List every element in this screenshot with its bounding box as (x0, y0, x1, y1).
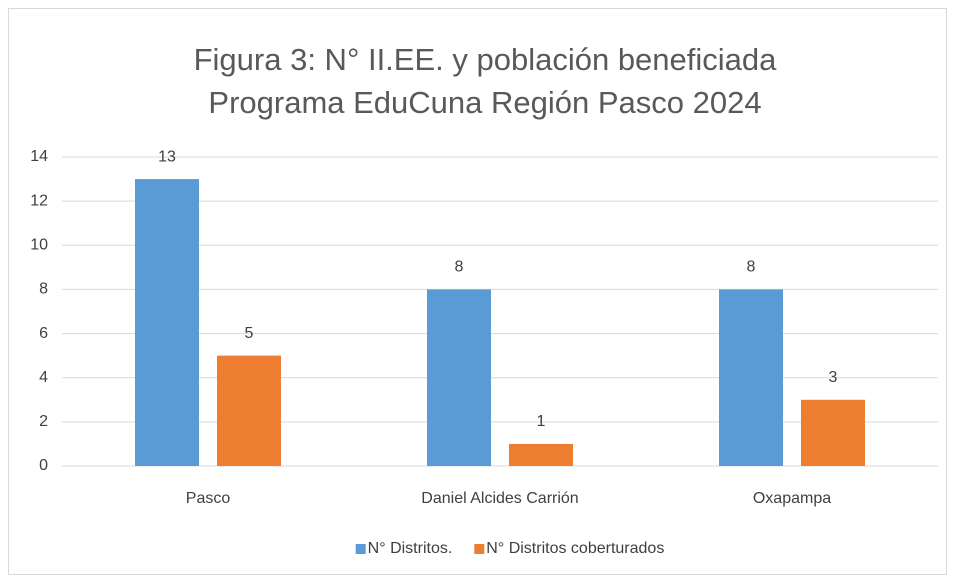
bar (719, 289, 783, 466)
data-label: 1 (537, 413, 546, 430)
x-tick-label: Oxapampa (753, 490, 831, 507)
bar (135, 179, 199, 467)
legend-swatch (355, 544, 366, 554)
data-label: 8 (747, 259, 756, 276)
bar (509, 443, 573, 466)
bar (427, 289, 491, 466)
bar (801, 399, 865, 466)
y-tick-label: 12 (30, 192, 48, 209)
legend-label: N° Distritos. (368, 540, 453, 557)
data-label: 13 (158, 148, 176, 165)
x-tick-label: Daniel Alcides Carrión (421, 490, 578, 507)
y-tick-label: 8 (39, 281, 48, 298)
x-tick-label: Pasco (186, 490, 231, 507)
data-label: 8 (455, 259, 464, 276)
data-label: 5 (245, 325, 254, 342)
y-tick-label: 10 (30, 237, 48, 254)
y-tick-label: 0 (39, 457, 48, 474)
chart-title: Figura 3: N° II.EE. y población benefici… (194, 42, 778, 77)
data-label: 3 (829, 369, 838, 386)
chart-title: Programa EduCuna Región Pasco 2024 (208, 85, 761, 120)
y-tick-label: 14 (30, 148, 48, 165)
y-tick-label: 4 (39, 369, 48, 386)
y-tick-label: 2 (39, 413, 48, 430)
bar (217, 355, 281, 466)
y-tick-label: 6 (39, 325, 48, 342)
legend-label: N° Distritos coberturados (486, 540, 664, 557)
legend-swatch (474, 544, 485, 554)
